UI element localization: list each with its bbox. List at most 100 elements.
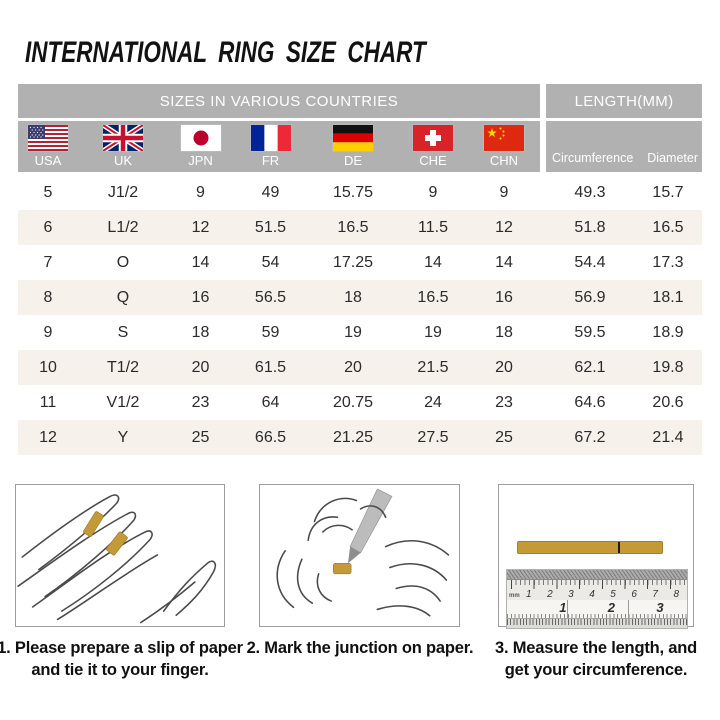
table-cell: 21.4: [652, 428, 684, 446]
header-divider: [540, 84, 546, 118]
step-2-caption: 2. Mark the junction on paper.: [235, 637, 485, 659]
column-label: DE: [343, 153, 363, 168]
table-cell: 24: [424, 393, 442, 411]
column-header-de: DE: [308, 121, 398, 172]
table-cell: 61.5: [254, 358, 287, 376]
table-cell: Y: [117, 428, 129, 446]
table-row: 8 Q 16 56.5 18 16.5 16 56.9 18.1: [18, 280, 702, 315]
table-cell: 20: [191, 358, 210, 376]
table-row: 6 L1/2 12 51.5 16.5 11.5 12 51.8 16.5: [18, 210, 702, 245]
table-cell: 18.1: [652, 288, 684, 306]
step-3-caption: 3. Measure the length, and get your circ…: [471, 637, 720, 681]
table-cell: T1/2: [106, 358, 139, 376]
ruler-inch-number: 2: [607, 600, 616, 615]
group-header-length: LENGTH(MM): [546, 84, 702, 118]
table-cell: 14: [495, 253, 513, 271]
table-cell: 14: [424, 253, 442, 271]
table-cell: 64.6: [574, 393, 606, 411]
ruler-inch-number: 1: [559, 600, 567, 615]
table-cell: 11.5: [418, 218, 448, 236]
table-cell: 62.1: [574, 358, 606, 376]
table-cell: 64: [261, 393, 280, 411]
table-cell: 54: [261, 253, 280, 271]
table-row: 12 Y 25 66.5 21.25 27.5 25 67.2 21.4: [18, 420, 702, 455]
table-cell: 17.25: [332, 253, 374, 271]
table-cell: 16.5: [337, 218, 369, 236]
ruler-cm-number: 6: [631, 589, 637, 600]
table-row: 10 T1/2 20 61.5 20 21.5 20 62.1 19.8: [18, 350, 702, 385]
hand-with-paper-slip-drawing: [17, 494, 217, 624]
caption-line: 2. Mark the junction on paper.: [246, 639, 474, 657]
table-cell: 18: [495, 323, 513, 341]
table-cell: 25: [495, 428, 513, 446]
paper-strip-graphic: [517, 541, 663, 554]
page-title: INTERNATIONAL RING SIZE CHART: [25, 36, 426, 69]
ruler-cm-number: 7: [652, 589, 658, 600]
caption-line: and tie it to your finger.: [31, 661, 209, 679]
table-cell: 11: [39, 393, 57, 411]
ruler-unit-label: mm: [509, 593, 520, 599]
country-columns: USA UK JPN: [18, 121, 540, 172]
table-cell: 56.9: [574, 288, 606, 306]
header-divider: [540, 121, 546, 172]
table-cell: 19: [344, 323, 362, 341]
table-cell: 25: [191, 428, 210, 446]
table-cell: S: [117, 323, 129, 341]
table-cell: 17.3: [652, 253, 684, 271]
step-1-caption: 1. Please prepare a slip of paper and ti…: [0, 637, 245, 681]
caption-line: get your circumference.: [504, 661, 688, 679]
japan-flag-icon: [180, 125, 221, 151]
table-cell: 5: [43, 183, 53, 201]
table-cell: 16.5: [652, 218, 684, 236]
table-cell: 51.5: [254, 218, 287, 236]
table-cell: 16: [495, 288, 513, 306]
table-row: 7 O 14 54 17.25 14 14 54.4 17.3: [18, 245, 702, 280]
column-label: UK: [113, 153, 133, 168]
switzerland-flag-icon: [413, 125, 453, 151]
table-cell: 23: [191, 393, 210, 411]
step-1-illustration-hand-with-paper: [15, 484, 225, 627]
table-cell: 18: [191, 323, 210, 341]
table-body: 5 J1/2 9 49 15.75 9 9 49.3 15.7 6 L1/2 12 51.5 16.5 11…: [18, 175, 702, 455]
ruler-inch-number: 3: [656, 600, 664, 615]
table-column-headers: USA UK JPN: [18, 121, 702, 172]
step-2-illustration-marking-paper: [259, 484, 460, 627]
table-cell: 20: [495, 358, 513, 376]
table-cell: 14: [191, 253, 210, 271]
table-cell: 59: [261, 323, 280, 341]
table-cell: Q: [116, 288, 130, 306]
table-cell: 15.75: [332, 183, 374, 201]
usa-flag-icon: [28, 125, 68, 151]
table-cell: 20.6: [652, 393, 684, 411]
table-cell: 21.5: [417, 358, 449, 376]
length-columns: Circumference Diameter: [546, 121, 702, 172]
france-flag-icon: [250, 125, 291, 151]
table-row: 5 J1/2 9 49 15.75 9 9 49.3 15.7: [18, 175, 702, 210]
ruler-inch-scale: 1 2 3: [507, 600, 687, 618]
table-cell: 49.3: [574, 183, 606, 201]
ruler-bottom-edge: [507, 618, 687, 628]
table-cell: 16: [191, 288, 210, 306]
caption-line: 3. Measure the length, and: [494, 639, 697, 657]
ruler-cm-number: 2: [547, 589, 553, 600]
table-cell: 9: [43, 323, 53, 341]
germany-flag-icon: [333, 125, 373, 151]
column-label: USA: [34, 153, 62, 168]
table-group-header: SIZES IN VARIOUS COUNTRIES LENGTH(MM): [18, 84, 702, 118]
table-cell: 51.8: [574, 218, 606, 236]
table-cell: 10: [39, 358, 57, 376]
ruler-top-edge: [507, 570, 687, 580]
table-cell: 19.8: [652, 358, 684, 376]
ring-size-table: SIZES IN VARIOUS COUNTRIES LENGTH(MM): [18, 84, 702, 455]
column-header-diameter: Diameter: [647, 151, 698, 165]
column-header-circumference: Circumference: [552, 151, 634, 165]
table-cell: 21.25: [332, 428, 374, 446]
column-header-che: CHE: [398, 121, 468, 172]
table-cell: 12: [39, 428, 57, 446]
column-label: FR: [261, 153, 280, 168]
column-header-uk: UK: [78, 121, 168, 172]
column-header-usa: USA: [18, 121, 78, 172]
table-row: 11 V1/2 23 64 20.75 24 23 64.6 20.6: [18, 385, 702, 420]
paper-mark: [618, 542, 620, 553]
